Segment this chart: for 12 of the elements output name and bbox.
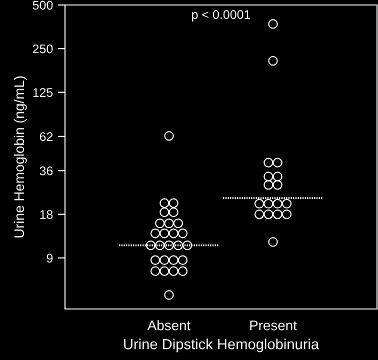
annotation: p < 0.0001	[192, 10, 250, 22]
y-tick-label: 36	[40, 166, 53, 176]
y-tick-label: 125	[33, 88, 53, 97]
x-tick-label: Present	[250, 320, 297, 330]
x-axis-title: Urine Dipstick Hemoglobinuria	[124, 338, 320, 352]
y-tick-label: 18	[40, 210, 53, 219]
x-tick-label: Absent	[147, 320, 191, 330]
y-axis-title: Urine Hemoglobin (ng/mL)	[14, 76, 27, 238]
y-tick-label: 9	[46, 254, 53, 263]
y-tick-label: 500	[32, 0, 53, 10]
y-tick-label: 62	[40, 132, 53, 142]
y-tick-label: 250	[32, 44, 53, 54]
